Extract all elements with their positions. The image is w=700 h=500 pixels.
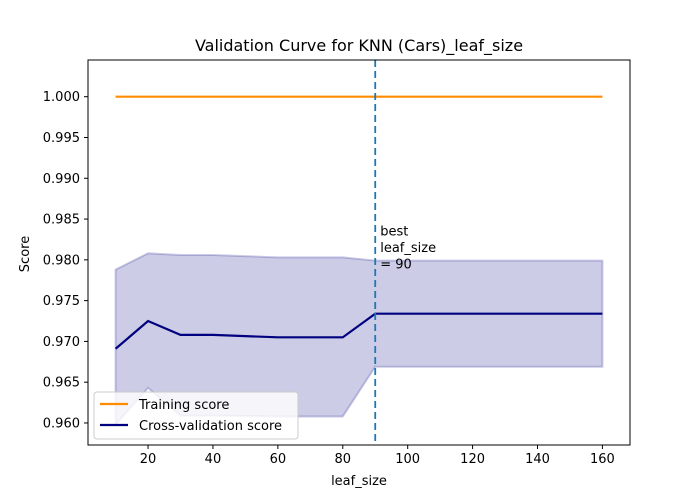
x-tick-label: 80 <box>334 452 351 467</box>
best-annotation-text: = 90 <box>380 257 412 272</box>
x-tick-label: 60 <box>270 452 287 467</box>
cv-score-line <box>114 312 603 350</box>
best-annotation-text: leaf_size <box>380 241 436 256</box>
x-tick-label: 40 <box>205 452 222 467</box>
x-tick-label: 120 <box>460 452 485 467</box>
y-tick-label: 0.985 <box>43 213 80 228</box>
best-annotation-text: best <box>380 224 408 239</box>
legend-box <box>93 391 299 440</box>
legend-entry-label: Cross-validation score <box>139 419 282 434</box>
x-axis-label: leaf_size <box>331 474 387 489</box>
y-tick-label: 0.965 <box>43 376 80 391</box>
y-tick-label: 0.990 <box>43 172 80 187</box>
x-tick-label: 100 <box>395 452 420 467</box>
x-tick-label: 160 <box>590 452 615 467</box>
axes-frame <box>87 59 631 446</box>
y-tick-label: 0.975 <box>43 294 80 309</box>
y-tick-label: 0.980 <box>43 253 80 268</box>
x-tick-label: 20 <box>140 452 157 467</box>
y-tick-label: 1.000 <box>43 90 80 105</box>
legend-entry-label: Training score <box>138 398 229 413</box>
y-tick-label: 0.970 <box>43 335 80 350</box>
legend: Training score Cross-validation score <box>93 391 299 440</box>
y-tick-label: 0.995 <box>43 131 80 146</box>
x-tick-label: 140 <box>525 452 550 467</box>
y-axis-label: Score <box>18 236 33 272</box>
y-tick-label: 0.960 <box>43 416 80 431</box>
chart-title: Validation Curve for KNN (Cars)_leaf_siz… <box>195 36 523 56</box>
